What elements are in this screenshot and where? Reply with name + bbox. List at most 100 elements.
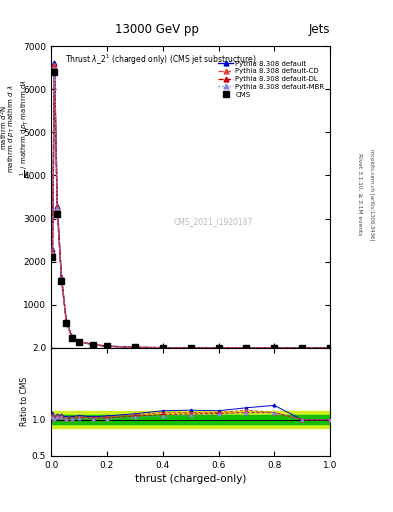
Pythia 8.308 default-DL bbox=[272, 345, 277, 351]
Pythia 8.308 default-CD bbox=[244, 345, 249, 351]
Pythia 8.308 default-DL bbox=[328, 345, 332, 351]
Pythia 8.308 default-DL bbox=[59, 275, 64, 282]
Pythia 8.308 default-CD bbox=[300, 345, 305, 351]
Pythia 8.308 default-MBR bbox=[105, 343, 109, 349]
Pythia 8.308 default bbox=[52, 60, 57, 67]
CMS bbox=[70, 334, 74, 340]
CMS bbox=[55, 211, 60, 217]
Line: Pythia 8.308 default: Pythia 8.308 default bbox=[50, 61, 332, 350]
Text: 13000 GeV pp: 13000 GeV pp bbox=[115, 23, 199, 36]
Pythia 8.308 default-DL bbox=[52, 65, 57, 71]
Pythia 8.308 default bbox=[216, 345, 221, 351]
Text: Jets: Jets bbox=[309, 23, 330, 36]
CMS bbox=[50, 254, 55, 261]
Pythia 8.308 default-CD bbox=[188, 345, 193, 351]
CMS bbox=[216, 345, 221, 351]
Pythia 8.308 default-DL bbox=[77, 338, 81, 345]
CMS bbox=[132, 344, 137, 350]
Pythia 8.308 default-DL bbox=[160, 345, 165, 351]
CMS bbox=[160, 345, 165, 351]
Pythia 8.308 default-MBR bbox=[216, 345, 221, 351]
Pythia 8.308 default bbox=[105, 343, 109, 349]
Pythia 8.308 default-CD bbox=[105, 343, 109, 349]
Text: CMS_2021_I1920187: CMS_2021_I1920187 bbox=[173, 217, 253, 226]
Pythia 8.308 default-MBR bbox=[59, 276, 64, 282]
Pythia 8.308 default-MBR bbox=[64, 319, 69, 326]
CMS bbox=[244, 345, 249, 351]
Pythia 8.308 default-DL bbox=[55, 205, 60, 211]
CMS bbox=[105, 343, 109, 349]
Pythia 8.308 default bbox=[64, 319, 69, 325]
Pythia 8.308 default-DL bbox=[244, 345, 249, 351]
Pythia 8.308 default-CD bbox=[52, 62, 57, 69]
Pythia 8.308 default-CD bbox=[59, 274, 64, 281]
Pythia 8.308 default-DL bbox=[64, 319, 69, 326]
Pythia 8.308 default-MBR bbox=[300, 345, 305, 351]
Pythia 8.308 default-CD bbox=[50, 248, 55, 254]
CMS bbox=[64, 320, 69, 326]
Pythia 8.308 default bbox=[300, 345, 305, 351]
Pythia 8.308 default bbox=[328, 345, 332, 351]
Pythia 8.308 default-CD bbox=[64, 319, 69, 325]
Pythia 8.308 default-MBR bbox=[244, 345, 249, 351]
Text: Rivet 3.1.10, ≥ 3.1M events: Rivet 3.1.10, ≥ 3.1M events bbox=[357, 154, 362, 236]
CMS bbox=[188, 345, 193, 351]
Pythia 8.308 default-DL bbox=[188, 345, 193, 351]
CMS bbox=[272, 345, 277, 351]
Pythia 8.308 default-CD bbox=[132, 344, 137, 350]
Pythia 8.308 default-CD bbox=[70, 334, 74, 340]
Pythia 8.308 default-DL bbox=[70, 334, 74, 340]
CMS bbox=[328, 345, 332, 351]
Pythia 8.308 default-MBR bbox=[132, 344, 137, 350]
Pythia 8.308 default-DL bbox=[300, 345, 305, 351]
Pythia 8.308 default-DL bbox=[132, 344, 137, 350]
Legend: Pythia 8.308 default, Pythia 8.308 default-CD, Pythia 8.308 default-DL, Pythia 8: Pythia 8.308 default, Pythia 8.308 defau… bbox=[216, 58, 327, 100]
Pythia 8.308 default bbox=[188, 345, 193, 351]
Pythia 8.308 default-MBR bbox=[50, 251, 55, 257]
Pythia 8.308 default bbox=[77, 338, 81, 345]
Pythia 8.308 default bbox=[244, 345, 249, 351]
CMS bbox=[91, 342, 95, 348]
Pythia 8.308 default-DL bbox=[50, 250, 55, 256]
Pythia 8.308 default-CD bbox=[55, 204, 60, 210]
Line: CMS: CMS bbox=[50, 69, 333, 351]
Pythia 8.308 default bbox=[50, 246, 55, 252]
Pythia 8.308 default-CD bbox=[77, 338, 81, 345]
Pythia 8.308 default bbox=[70, 334, 74, 340]
Pythia 8.308 default bbox=[132, 344, 137, 350]
Pythia 8.308 default-MBR bbox=[272, 345, 277, 351]
Pythia 8.308 default-MBR bbox=[160, 345, 165, 351]
Text: mcplots.cern.ch [arXiv:1306.3436]: mcplots.cern.ch [arXiv:1306.3436] bbox=[369, 149, 374, 240]
Text: $\frac{1}{\mathrm{d}N}$ / mathrm $\mathrm{d}p_T$ mathrm $\mathrm{d}\lambda$: $\frac{1}{\mathrm{d}N}$ / mathrm $\mathr… bbox=[18, 78, 33, 178]
Pythia 8.308 default-CD bbox=[216, 345, 221, 351]
Pythia 8.308 default-CD bbox=[272, 345, 277, 351]
Pythia 8.308 default bbox=[55, 203, 60, 209]
CMS bbox=[59, 278, 64, 284]
Pythia 8.308 default bbox=[91, 342, 95, 348]
Pythia 8.308 default-CD bbox=[160, 345, 165, 351]
Pythia 8.308 default bbox=[272, 345, 277, 351]
Pythia 8.308 default bbox=[160, 345, 165, 351]
Pythia 8.308 default-MBR bbox=[55, 206, 60, 212]
Pythia 8.308 default-MBR bbox=[91, 342, 95, 348]
Line: Pythia 8.308 default-DL: Pythia 8.308 default-DL bbox=[50, 65, 332, 350]
Pythia 8.308 default-MBR bbox=[328, 345, 332, 351]
CMS bbox=[77, 339, 81, 345]
Line: Pythia 8.308 default-MBR: Pythia 8.308 default-MBR bbox=[50, 66, 332, 350]
Pythia 8.308 default-DL bbox=[216, 345, 221, 351]
Pythia 8.308 default-CD bbox=[328, 345, 332, 351]
Line: Pythia 8.308 default-CD: Pythia 8.308 default-CD bbox=[50, 63, 332, 350]
Pythia 8.308 default-DL bbox=[91, 342, 95, 348]
CMS bbox=[300, 345, 305, 351]
Pythia 8.308 default-DL bbox=[105, 343, 109, 349]
Y-axis label: Ratio to CMS: Ratio to CMS bbox=[20, 377, 29, 426]
Pythia 8.308 default-CD bbox=[91, 342, 95, 348]
X-axis label: thrust (charged-only): thrust (charged-only) bbox=[135, 474, 246, 484]
Pythia 8.308 default bbox=[59, 274, 64, 280]
Text: Thrust $\lambda\_2^1$ (charged only) (CMS jet substructure): Thrust $\lambda\_2^1$ (charged only) (CM… bbox=[65, 52, 257, 67]
CMS bbox=[52, 69, 57, 75]
Pythia 8.308 default-MBR bbox=[70, 334, 74, 340]
Text: mathrm $d$ $p_{\mathrm{T}}$ mathrm $d$ $\lambda$: mathrm $d$ $p_{\mathrm{T}}$ mathrm $d$ $… bbox=[7, 83, 17, 173]
Pythia 8.308 default-MBR bbox=[52, 66, 57, 72]
Pythia 8.308 default-MBR bbox=[77, 338, 81, 345]
